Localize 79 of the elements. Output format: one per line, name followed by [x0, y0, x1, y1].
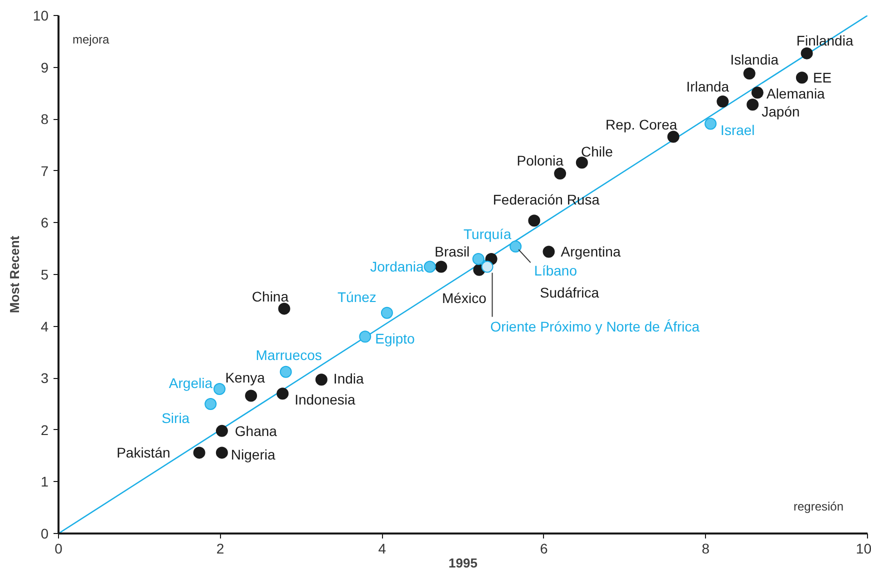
annotation: Polonia: [516, 152, 564, 168]
y-tick-label: 9: [40, 59, 49, 76]
point: [245, 390, 258, 402]
point: [542, 246, 555, 258]
y-axis-title: Most Recent: [6, 235, 22, 314]
point: [743, 68, 756, 80]
point: [216, 424, 228, 437]
point: [204, 398, 217, 410]
y-tick-label: 1: [40, 474, 49, 490]
annotation: mejora: [72, 32, 110, 46]
annotation: Indonesia: [294, 392, 356, 408]
annotation: Líbano: [534, 262, 578, 279]
point: [746, 98, 759, 111]
annotation: Siria: [162, 410, 190, 426]
annotation: México: [442, 290, 487, 306]
point: [796, 72, 808, 84]
point: [216, 446, 228, 459]
point: [193, 446, 206, 459]
y-tick-label: 5: [40, 266, 49, 282]
point: [359, 330, 372, 343]
point: [380, 306, 393, 319]
annotation: India: [333, 370, 364, 387]
y-tick-label: 7: [40, 162, 49, 179]
annotation: Pakistán: [116, 444, 170, 461]
y-tick-label: 4: [40, 318, 49, 334]
y-tick-label: 8: [40, 111, 49, 128]
point: [554, 168, 566, 180]
point: [315, 374, 328, 386]
x-axis-title: 1995: [448, 556, 478, 570]
point: [472, 252, 484, 265]
annotation: Sudáfrica: [540, 284, 600, 300]
point: [435, 260, 448, 273]
annotation: EE: [812, 70, 832, 86]
annotation: Chile: [580, 144, 614, 160]
y-tick-label: 10: [32, 8, 49, 24]
point: [278, 302, 290, 315]
annotation: Argentina: [560, 244, 621, 260]
point: [510, 240, 522, 253]
point: [576, 156, 588, 169]
point: [276, 388, 289, 400]
annotation: Ghana: [234, 422, 278, 439]
point: [213, 382, 226, 395]
annotation: Egipto: [375, 330, 416, 347]
annotation: Oriente Próximo y Norte de África: [490, 318, 700, 335]
annotation: Alemania: [766, 86, 826, 102]
annotation: Rep. Corea: [606, 116, 678, 133]
y-tick-label: 3: [40, 370, 49, 386]
point: [704, 118, 717, 130]
annotation: Marruecos: [256, 346, 322, 363]
point: [481, 260, 494, 273]
annotation: Turquía: [464, 226, 512, 242]
annotation: Islandia: [730, 52, 779, 68]
point: [716, 96, 729, 108]
x-tick-label: 4: [378, 540, 386, 556]
y-tick-label: 6: [40, 214, 49, 231]
annotation: Japón: [762, 104, 800, 120]
y-tick-label: 0: [40, 526, 49, 542]
x-tick-label: 8: [702, 540, 710, 556]
y-tick-label: 2: [40, 422, 49, 438]
annotation: regresión: [793, 500, 844, 514]
x-tick-label: 10: [856, 540, 871, 556]
point: [424, 260, 436, 273]
x-tick-label: 6: [540, 540, 548, 556]
annotation: Israel: [720, 122, 755, 138]
annotation: Nigeria: [230, 446, 276, 463]
x-tick-label: 2: [216, 540, 224, 556]
annotation: Túnez: [338, 288, 376, 305]
annotation: Irlanda: [686, 78, 730, 94]
annotation: Argelia: [168, 374, 213, 391]
x-tick-label: 0: [54, 540, 63, 556]
annotation: Brasil: [434, 244, 470, 260]
point: [667, 130, 680, 143]
point: [528, 214, 540, 227]
annotation: Kenya: [225, 370, 266, 386]
point: [800, 47, 813, 60]
point: [280, 366, 292, 378]
annotation: China: [252, 288, 289, 305]
point: [751, 86, 764, 99]
annotation: Jordania: [370, 258, 424, 275]
